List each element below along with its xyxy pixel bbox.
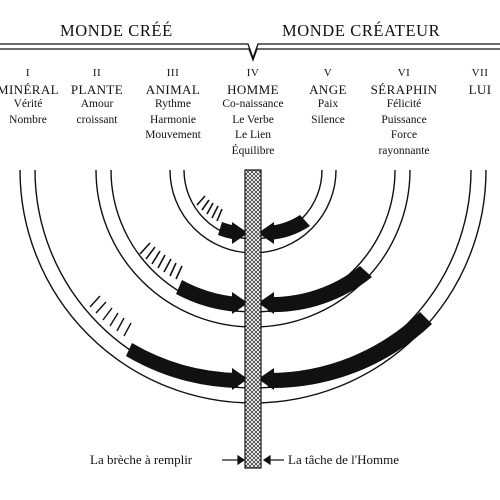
arc-band-outer-left bbox=[126, 343, 238, 388]
column-quality: Amour bbox=[80, 98, 114, 110]
arc-band-middle-right bbox=[268, 266, 372, 313]
footer-pointers bbox=[222, 454, 284, 466]
column-numeral: III bbox=[166, 67, 180, 79]
column-homme: IV HOMME Co-naissance Le Verbe Le Lien É… bbox=[205, 66, 301, 159]
column-quality: Le Lien bbox=[234, 129, 272, 141]
column-animal: III ANIMAL Rythme Harmonie Mouvement bbox=[125, 66, 221, 144]
column-ange: V ANGE Paix Silence bbox=[280, 66, 376, 128]
arc-band-inner-right bbox=[268, 215, 310, 240]
top-divider bbox=[0, 43, 500, 62]
column-mineral: I MINÉRAL Vérité Nombre bbox=[0, 66, 76, 128]
column-numeral: IV bbox=[246, 67, 260, 79]
arc-hatching-inner bbox=[196, 195, 223, 222]
column-name: HOMME bbox=[227, 81, 279, 97]
column-quality: rayonnante bbox=[378, 144, 430, 157]
arc-band-middle-left bbox=[176, 280, 238, 312]
column-quality: Silence bbox=[311, 113, 345, 126]
column-quality: Nombre bbox=[9, 113, 47, 126]
arrowheads bbox=[232, 222, 274, 390]
column-quality: croissant bbox=[76, 113, 118, 126]
column-name: PLANTE bbox=[70, 81, 124, 97]
heading-monde-createur: MONDE CRÉATEUR bbox=[282, 21, 441, 40]
arrow-middle-right bbox=[258, 292, 274, 314]
column-quality: Le Verbe bbox=[232, 113, 274, 126]
column-numeral: VI bbox=[397, 67, 411, 79]
column-quality: Co-naissance bbox=[222, 98, 284, 110]
arrow-outer-left bbox=[232, 368, 248, 390]
central-column bbox=[244, 169, 262, 469]
column-numeral: VII bbox=[471, 67, 489, 79]
column-name: ANIMAL bbox=[145, 81, 201, 97]
arc-hatching-middle bbox=[139, 242, 183, 280]
arc-hatching-outer bbox=[89, 295, 132, 337]
column-numeral: V bbox=[323, 67, 333, 79]
arrow-middle-left bbox=[232, 292, 248, 314]
column-numeral: II bbox=[92, 67, 102, 79]
column-quality: Puissance bbox=[381, 113, 427, 126]
column-quality: Vérité bbox=[13, 98, 43, 110]
arrow-inner-left bbox=[232, 222, 248, 244]
column-quality: Rythme bbox=[155, 98, 191, 110]
column-quality: Harmonie bbox=[150, 113, 196, 126]
column-quality: Force bbox=[390, 129, 418, 141]
column-name: LUI bbox=[468, 81, 492, 97]
heading-monde-cree: MONDE CRÉÉ bbox=[60, 21, 173, 40]
column-quality: Félicité bbox=[386, 98, 422, 110]
column-name: SÉRAPHIN bbox=[370, 81, 438, 97]
footer-tache: La tâche de l'Homme bbox=[288, 452, 399, 467]
arrow-outer-right bbox=[258, 368, 274, 390]
column-quality: Équilibre bbox=[231, 144, 275, 157]
footer-breche: La brèche à remplir bbox=[90, 452, 193, 467]
column-seraphin: VI SÉRAPHIN Félicité Puissance Force ray… bbox=[356, 66, 452, 159]
column-quality: Paix bbox=[317, 98, 339, 110]
column-quality: Mouvement bbox=[145, 129, 201, 141]
column-lui: VII LUI bbox=[432, 66, 500, 97]
column-name: ANGE bbox=[309, 81, 347, 97]
column-name: MINÉRAL bbox=[0, 81, 60, 97]
column-numeral: I bbox=[25, 67, 31, 79]
column-plante: II PLANTE Amour croissant bbox=[49, 66, 145, 128]
arrow-inner-right bbox=[258, 222, 274, 244]
arc-band-outer-right bbox=[268, 312, 432, 389]
